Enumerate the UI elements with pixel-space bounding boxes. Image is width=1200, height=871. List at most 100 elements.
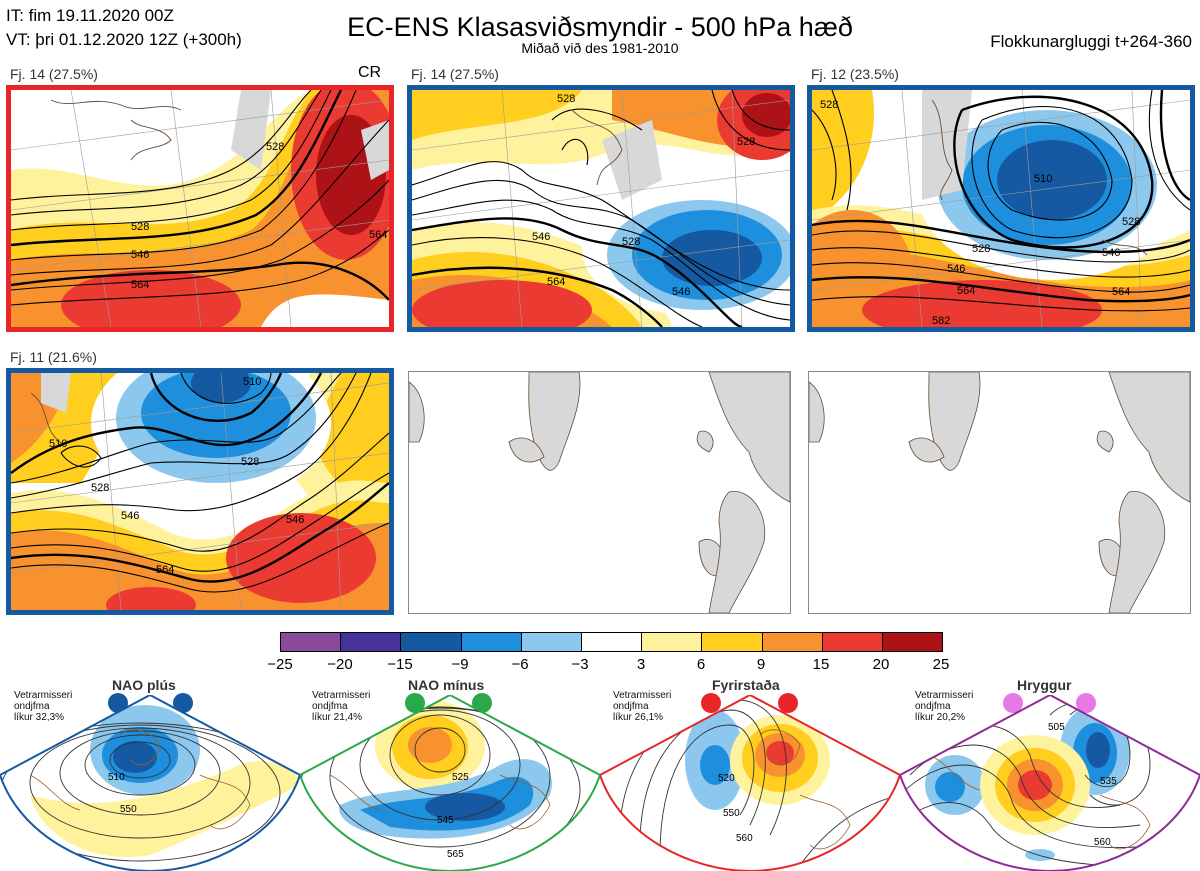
regime-marker-dot — [1003, 693, 1023, 713]
colorbar-tick: 15 — [812, 656, 830, 673]
regime-nao-plus-map: 510 550 — [0, 695, 300, 871]
colorbar-tick: −20 — [327, 656, 353, 673]
colorbar-tick: −6 — [511, 656, 529, 673]
contour-label: 546 — [121, 510, 139, 522]
contour-label: 564 — [369, 229, 387, 241]
panel-2-label: Fj. 14 (27.5%) — [411, 66, 499, 82]
empty-map-6 — [808, 371, 1191, 614]
regime-note: Vetrarmisseri ondjfma líkur 21,4% — [312, 690, 370, 723]
colorbar-tick: 25 — [932, 656, 950, 673]
regime-blocking-title: Fyrirstaða — [712, 677, 780, 693]
colorbar-swatch — [702, 633, 763, 651]
regime-marker-dot — [472, 693, 492, 713]
cluster-map-1-graphic: 528 528 546 564 564 — [11, 90, 389, 327]
regime-note: Vetrarmisseri ondjfma líkur 26,1% — [613, 690, 671, 723]
colorbar-tick: 6 — [696, 656, 706, 673]
regime-note-line: Vetrarmisseri — [613, 690, 672, 701]
contour-label: 546 — [532, 231, 550, 243]
contour-label: 546 — [286, 514, 304, 526]
contour-label: 528 — [557, 93, 575, 105]
regime-marker-dot — [405, 693, 425, 713]
contour-label: 528 — [622, 236, 640, 248]
regime-nao-plus-title: NAO plús — [112, 677, 176, 693]
initial-time: IT: fim 19.11.2020 00Z — [6, 6, 174, 25]
contour-label: 546 — [672, 286, 690, 298]
cluster-map-2[interactable]: 528 528 546 564 546 528 — [407, 85, 795, 332]
contour-label: 510 — [243, 376, 261, 388]
cluster-map-1[interactable]: 528 528 546 564 564 — [6, 85, 394, 332]
regime-marker-dot — [173, 693, 193, 713]
colorbar-swatch — [581, 633, 643, 651]
colorbar-tick: −25 — [267, 656, 293, 673]
contour-label: 564 — [131, 279, 149, 291]
cluster-map-3-graphic: 528 510 528 528 546 546 564 564 582 — [812, 90, 1190, 327]
contour-label: 545 — [437, 815, 454, 826]
colorbar-swatch — [401, 633, 462, 651]
contour-label: 550 — [120, 804, 137, 815]
contour-label: 564 — [156, 564, 174, 576]
colorbar-tick: −3 — [571, 656, 589, 673]
colorbar-swatch — [642, 633, 703, 651]
regime-note-line: líkur 20,2% — [915, 712, 966, 723]
empty-map-6-graphic — [809, 372, 1190, 613]
contour-label: 546 — [947, 263, 965, 275]
contour-label: 528 — [820, 99, 838, 111]
contour-label: 564 — [547, 276, 565, 288]
colorbar-swatch — [822, 633, 883, 651]
valid-time: VT: þri 01.12.2020 12Z (+300h) — [6, 30, 242, 49]
contour-label: 505 — [1048, 722, 1065, 733]
regime-ridge-title: Hryggur — [1017, 677, 1072, 693]
contour-label: 528 — [91, 482, 109, 494]
contour-label: 582 — [932, 315, 950, 327]
contour-label: 550 — [723, 808, 740, 819]
colorbar-tick: 9 — [756, 656, 766, 673]
contour-label: 510 — [1034, 173, 1052, 185]
page-subtitle: Miðað við des 1981-2010 — [521, 40, 679, 56]
colorbar-swatch — [281, 633, 342, 651]
contour-label: 510 — [49, 438, 67, 450]
colorbar-swatch — [882, 633, 943, 651]
contour-label: 525 — [452, 772, 469, 783]
colorbar-swatch — [521, 633, 582, 651]
contour-label: 560 — [1094, 837, 1111, 848]
colorbar-swatch — [762, 633, 823, 651]
regime-note-line: ondjfma — [915, 701, 951, 712]
colorbar — [280, 632, 943, 652]
contour-label: 564 — [1112, 286, 1130, 298]
regime-note-line: ondjfma — [613, 701, 649, 712]
panel-4-label: Fj. 11 (21.6%) — [10, 349, 97, 365]
contour-label: 564 — [957, 285, 975, 297]
empty-map-5 — [408, 371, 791, 614]
contour-label: 560 — [736, 833, 753, 844]
contour-label: 546 — [131, 249, 149, 261]
contour-label: 528 — [737, 136, 755, 148]
panel-1-label: Fj. 14 (27.5%) — [10, 66, 98, 82]
contour-label: 528 — [972, 243, 990, 255]
regime-note-line: Vetrarmisseri — [915, 690, 974, 701]
empty-map-5-graphic — [409, 372, 790, 613]
regime-note: Vetrarmisseri ondjfma líkur 32,3% — [14, 690, 72, 723]
regime-note-line: Vetrarmisseri — [312, 690, 371, 701]
regime-ridge-map: 505 535 560 — [900, 695, 1200, 871]
contour-label: 528 — [266, 141, 284, 153]
regime-nao-minus-title: NAO mínus — [408, 677, 485, 693]
regime-marker-dot — [108, 693, 128, 713]
regime-blocking-map: 520 550 560 — [600, 695, 900, 871]
regime-note-line: líkur 26,1% — [613, 712, 664, 723]
contour-label: 528 — [1122, 216, 1140, 228]
contour-label: 528 — [131, 221, 149, 233]
contour-label: 535 — [1100, 776, 1117, 787]
panel-1-tag: CR — [358, 64, 382, 81]
colorbar-tick: 20 — [872, 656, 890, 673]
cluster-map-2-graphic: 528 528 546 564 546 528 — [412, 90, 790, 327]
cluster-map-4[interactable]: 510 528 546 564 546 528 510 — [6, 368, 394, 615]
cluster-map-3[interactable]: 528 510 528 528 546 546 564 564 582 — [807, 85, 1195, 332]
cluster-map-4-graphic: 510 528 546 564 546 528 510 — [11, 373, 389, 610]
contour-label: 546 — [1102, 247, 1120, 259]
regime-note-line: líkur 21,4% — [312, 712, 363, 723]
regime-note: Vetrarmisseri ondjfma líkur 20,2% — [915, 690, 973, 723]
regime-marker-dot — [778, 693, 798, 713]
colorbar-tick: 3 — [636, 656, 646, 673]
classification-window: Flokkunargluggi t+264-360 — [990, 32, 1192, 51]
contour-label: 510 — [108, 772, 125, 783]
